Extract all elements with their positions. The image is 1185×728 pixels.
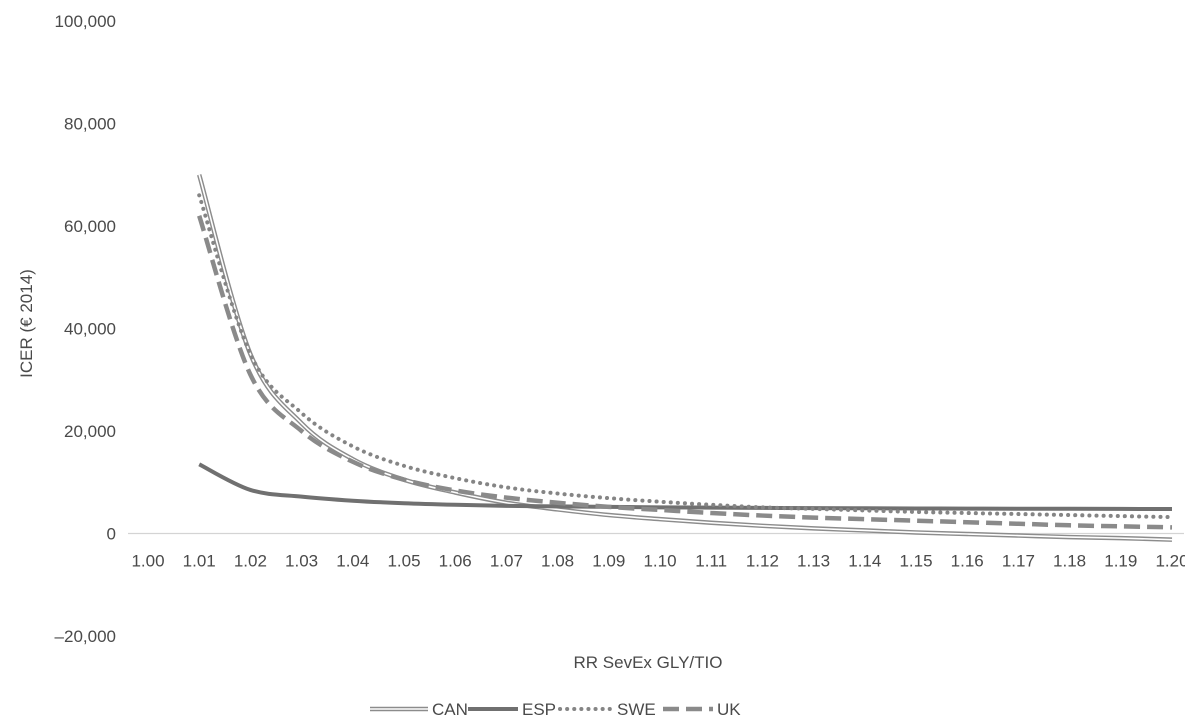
x-tick-label: 1.00 — [131, 552, 164, 571]
x-tick-label: 1.13 — [797, 552, 830, 571]
x-tick-label: 1.16 — [951, 552, 984, 571]
y-tick-label: 40,000 — [64, 320, 116, 339]
series-lines — [197, 174, 1174, 542]
x-tick-label: 1.02 — [234, 552, 267, 571]
x-axis-ticks: 1.00 1.01 1.02 1.03 1.04 1.05 1.06 1.07 1.08 1.09… — [131, 552, 1185, 571]
y-axis-title: ICER (€ 2014) — [17, 269, 36, 378]
y-tick-label: 20,000 — [64, 422, 116, 441]
x-axis-title: RR SevEx GLY/TIO — [574, 653, 723, 672]
legend-label-can: CAN — [432, 700, 468, 719]
x-tick-label: 1.11 — [695, 552, 727, 571]
legend: CAN ESP SWE UK — [370, 700, 741, 719]
x-tick-label: 1.09 — [592, 552, 625, 571]
x-tick-label: 1.15 — [899, 552, 932, 571]
series-line-swe — [197, 193, 1174, 520]
legend-label-swe: SWE — [617, 700, 656, 719]
y-tick-label: 100,000 — [55, 12, 116, 31]
series-line-can — [197, 174, 1173, 542]
series-line-esp — [198, 462, 1173, 512]
x-tick-label: 1.04 — [336, 552, 369, 571]
y-tick-label: 80,000 — [64, 115, 116, 134]
x-tick-label: 1.12 — [746, 552, 779, 571]
x-tick-label: 1.20 — [1155, 552, 1185, 571]
legend-label-uk: UK — [717, 700, 741, 719]
series-line-can-inner — [198, 174, 1173, 541]
x-tick-label: 1.05 — [387, 552, 420, 571]
x-tick-label: 1.08 — [541, 552, 574, 571]
x-tick-label: 1.14 — [848, 552, 881, 571]
y-tick-label: 0 — [107, 525, 116, 544]
x-tick-label: 1.01 — [183, 552, 216, 571]
x-tick-label: 1.18 — [1053, 552, 1086, 571]
legend-label-esp: ESP — [522, 700, 556, 719]
x-tick-label: 1.03 — [285, 552, 318, 571]
series-line-uk — [197, 215, 1173, 530]
x-tick-label: 1.06 — [439, 552, 472, 571]
y-axis-ticks: 100,000 80,000 60,000 40,000 20,000 0 –20,000 — [55, 12, 116, 646]
y-tick-label: –20,000 — [55, 627, 116, 646]
x-tick-label: 1.17 — [1002, 552, 1035, 571]
x-tick-label: 1.10 — [643, 552, 676, 571]
x-tick-label: 1.07 — [490, 552, 523, 571]
y-tick-label: 60,000 — [64, 217, 116, 236]
x-tick-label: 1.19 — [1104, 552, 1137, 571]
